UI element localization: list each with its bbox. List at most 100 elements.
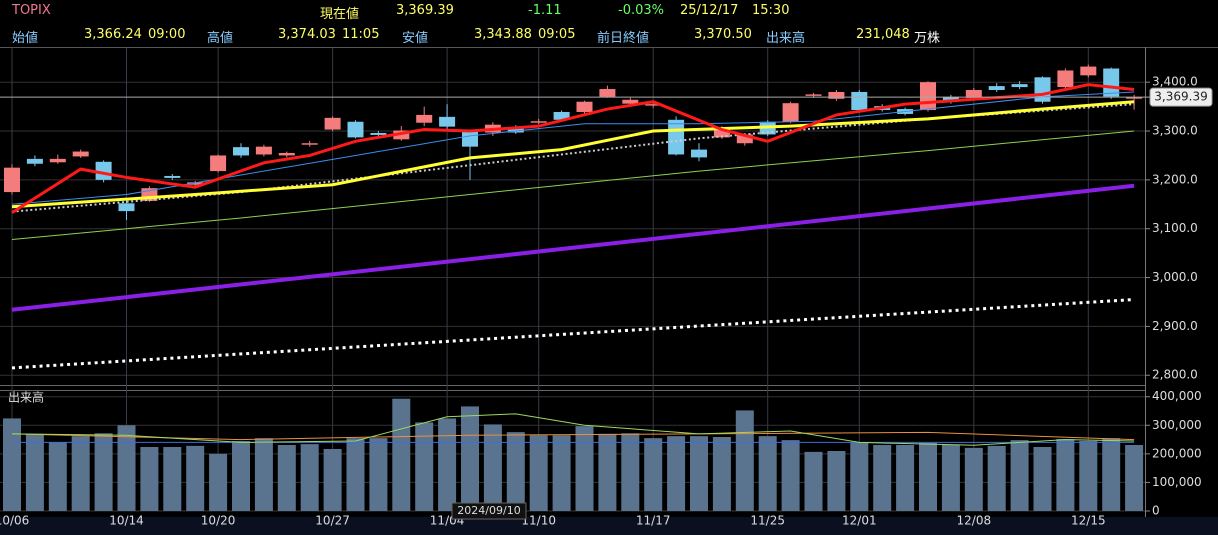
bar xyxy=(735,410,754,511)
candle-body xyxy=(576,101,593,112)
candle-body xyxy=(210,155,227,172)
bar xyxy=(644,438,663,511)
bar xyxy=(1056,439,1075,511)
y-tick-label: 2,900.0 xyxy=(1152,319,1198,333)
divider xyxy=(0,385,1146,386)
candle-body xyxy=(347,121,364,138)
y-tick-label: 400,000 xyxy=(1152,389,1202,403)
x-tick-label: 12/15 xyxy=(1071,514,1106,528)
candle-body xyxy=(439,116,456,127)
unit: 万株 xyxy=(914,31,941,46)
indicator-line xyxy=(11,83,1135,214)
candle-body xyxy=(805,94,822,96)
candle-body xyxy=(324,117,341,130)
bar xyxy=(804,451,823,511)
bar xyxy=(575,426,594,511)
bar xyxy=(621,433,640,511)
candle-body xyxy=(118,203,135,212)
bar xyxy=(873,445,892,511)
bar xyxy=(781,440,800,511)
y-tick-label: 3,200.0 xyxy=(1152,172,1198,186)
bar xyxy=(186,445,205,511)
candle-body xyxy=(668,119,685,155)
candle-body xyxy=(599,89,616,97)
candle-body xyxy=(1103,68,1120,97)
time: 09:05 xyxy=(538,27,576,42)
candle-body xyxy=(416,114,433,123)
x-tick-label: 12/01 xyxy=(842,514,877,528)
candle-body xyxy=(1011,84,1028,88)
bar xyxy=(25,433,44,511)
bar xyxy=(461,406,479,511)
x-tick-label: 11/17 xyxy=(636,514,671,528)
candle-body xyxy=(965,90,982,98)
bar xyxy=(94,433,113,511)
y-tick-label: 3,400.0 xyxy=(1152,75,1198,89)
label: 前日終値 xyxy=(597,31,650,46)
x-tick-label: 11/25 xyxy=(750,514,785,528)
bar xyxy=(690,436,708,511)
price-tag-label: 3,369.39 xyxy=(1154,90,1207,104)
candle-body xyxy=(1080,66,1097,76)
bar xyxy=(758,436,777,511)
bar xyxy=(987,445,1006,511)
bar xyxy=(964,447,983,511)
x-tick-label: 10/27 xyxy=(315,514,350,528)
bar xyxy=(300,444,319,511)
price-tag xyxy=(1149,87,1213,107)
indicator-line xyxy=(11,431,1135,441)
x-tick-label: 12/08 xyxy=(957,514,992,528)
bar xyxy=(346,438,365,511)
bar xyxy=(117,425,136,511)
bar xyxy=(1010,440,1029,511)
bar xyxy=(1079,441,1098,511)
x-tick-label: 11/10 xyxy=(521,514,556,528)
bar xyxy=(941,445,960,511)
candle-body xyxy=(255,146,272,155)
candle-body xyxy=(187,182,204,185)
indicator-line xyxy=(11,91,1135,205)
value: 231,048 xyxy=(856,27,910,42)
bar xyxy=(323,449,342,511)
candle-body xyxy=(553,111,570,120)
y-tick-label: 200,000 xyxy=(1152,446,1202,460)
label: 始値 xyxy=(12,31,39,46)
candle-body xyxy=(507,127,524,133)
bar xyxy=(232,441,250,511)
candle-body xyxy=(1126,97,1143,99)
bar xyxy=(896,445,915,511)
y-tick-label: 300,000 xyxy=(1152,418,1202,432)
navigator[interactable] xyxy=(0,517,1218,535)
bar xyxy=(48,442,67,511)
x-tick-label: 10/20 xyxy=(201,514,236,528)
candle-body xyxy=(713,129,730,138)
divider xyxy=(0,47,1218,48)
candle-body xyxy=(851,91,868,111)
candle-body xyxy=(462,131,478,147)
y-tick-label: 0 xyxy=(1152,504,1160,518)
label: 高値 xyxy=(207,31,234,46)
x-tick-label: 10/06 xyxy=(0,514,29,528)
bar xyxy=(827,451,846,511)
label: 安値 xyxy=(402,31,429,46)
symbol: TOPIX xyxy=(12,3,51,18)
time: 11:05 xyxy=(342,27,380,42)
indicator-line xyxy=(11,413,1135,446)
candle-body xyxy=(622,99,639,104)
time: 15:30 xyxy=(752,3,790,18)
bar xyxy=(1102,438,1121,511)
value: 3,374.03 xyxy=(278,27,336,42)
candle-body xyxy=(691,149,707,158)
bar xyxy=(1125,444,1144,511)
change-pct: -0.03% xyxy=(618,3,664,18)
candle-body xyxy=(530,121,547,123)
bar xyxy=(506,432,525,511)
bar xyxy=(3,418,21,511)
bar xyxy=(140,447,159,511)
candle-body xyxy=(736,134,753,144)
x-tick-label: 10/14 xyxy=(109,514,144,528)
date: 25/12/17 xyxy=(680,3,739,18)
divider xyxy=(0,390,1146,391)
value: 3,343.88 xyxy=(474,27,532,42)
